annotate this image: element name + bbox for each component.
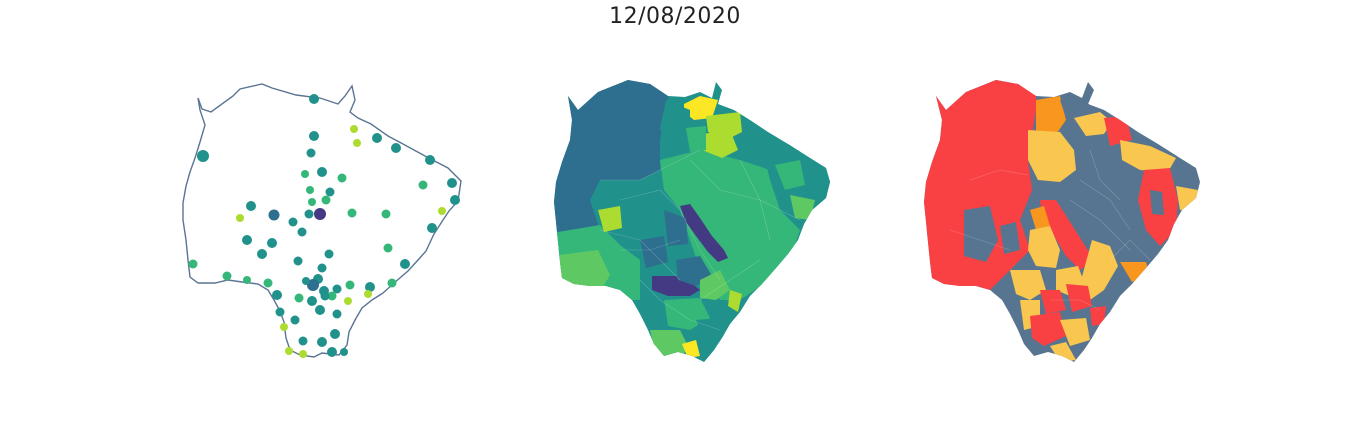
municipality-point xyxy=(307,296,317,306)
municipality-point xyxy=(372,133,382,143)
municipality-point xyxy=(327,291,337,301)
municipality-point xyxy=(301,170,309,178)
municipality-point xyxy=(290,315,300,325)
municipality-point xyxy=(246,201,256,211)
municipality-point xyxy=(294,293,304,303)
municipality-point xyxy=(242,235,252,245)
municipality-point xyxy=(353,139,361,147)
municipality-point xyxy=(257,249,267,259)
municipality-point xyxy=(364,290,372,298)
municipality-point xyxy=(299,350,307,358)
municipality-point xyxy=(324,249,334,259)
municipality-point xyxy=(188,259,198,269)
municipality-point xyxy=(332,284,342,294)
municipality-point xyxy=(447,178,457,188)
municipality-point xyxy=(293,256,303,266)
municipality-point xyxy=(243,276,251,284)
municipality-point xyxy=(309,131,319,141)
municipality-point xyxy=(314,208,326,220)
municipality-point xyxy=(321,195,331,205)
municipality-point xyxy=(327,347,337,357)
municipality-point xyxy=(418,180,428,190)
municipality-point xyxy=(306,148,316,158)
viridis-choropleth-panel xyxy=(554,80,830,362)
municipality-point xyxy=(391,143,401,153)
municipality-point xyxy=(345,280,355,290)
municipality-point xyxy=(288,217,298,227)
municipality-point xyxy=(315,305,325,315)
municipality-point xyxy=(350,125,358,133)
municipality-point xyxy=(330,329,340,339)
municipality-point xyxy=(344,297,352,305)
municipality-point xyxy=(272,290,282,300)
points-map-panel xyxy=(182,83,462,358)
state-outline xyxy=(182,83,462,358)
municipality-point xyxy=(236,214,244,222)
municipality-point xyxy=(298,336,308,346)
municipality-point xyxy=(317,263,327,273)
municipality-point xyxy=(340,348,348,356)
municipality-point xyxy=(280,323,288,331)
municipality-point xyxy=(267,238,277,248)
municipality-point xyxy=(268,209,280,221)
municipality-point xyxy=(285,347,293,355)
municipality-point xyxy=(297,227,307,237)
municipality-point xyxy=(222,271,232,281)
municipality-point xyxy=(306,186,314,194)
municipality-point xyxy=(337,173,347,183)
municipality-point xyxy=(347,208,357,218)
municipality-point xyxy=(325,187,335,197)
municipality-point xyxy=(365,282,375,292)
municipality-point xyxy=(400,259,410,269)
municipality-point xyxy=(438,207,446,215)
municipality-point xyxy=(263,278,273,288)
municipality-point xyxy=(317,167,327,177)
municipality-point xyxy=(275,307,285,317)
municipality-point xyxy=(307,279,319,291)
municipality-point xyxy=(383,243,393,253)
municipality-point xyxy=(309,94,319,104)
municipality-point xyxy=(302,277,310,285)
municipality-point xyxy=(308,198,316,206)
categorical-choropleth-panel xyxy=(924,80,1200,362)
municipality-point xyxy=(320,291,330,301)
municipality-point xyxy=(381,209,391,219)
municipality-point xyxy=(304,209,314,219)
figure-title: 12/08/2020 xyxy=(609,4,741,29)
municipality-point xyxy=(427,223,437,233)
municipality-point xyxy=(387,278,397,288)
municipality-point xyxy=(317,337,327,347)
municipality-point xyxy=(332,309,342,319)
municipality-point xyxy=(425,155,435,165)
municipality-point xyxy=(450,195,460,205)
municipality-point xyxy=(197,150,209,162)
